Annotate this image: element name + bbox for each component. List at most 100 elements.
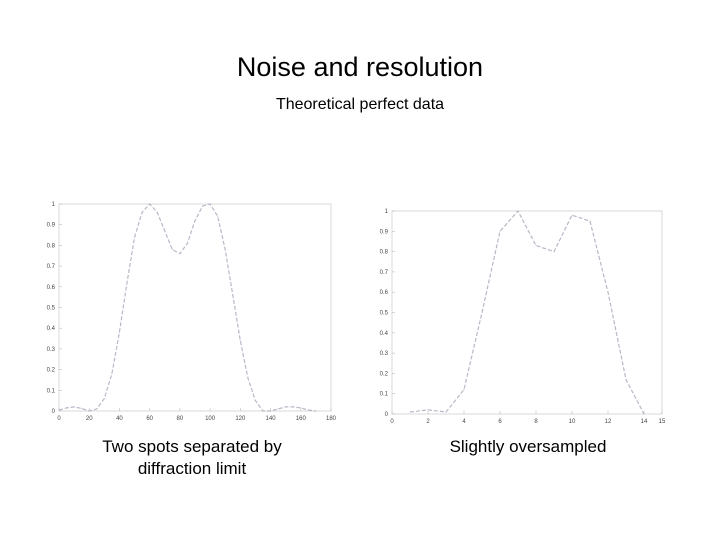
y-tick-label: 0.8 [47,243,56,249]
x-tick-label: 6 [498,419,502,425]
chart-two-spots: 0 0.1 0.2 0.3 0.4 0.5 0.6 0.7 0.8 0.9 1 0 20 40 60 80 10… [47,202,337,422]
x-tick-label: 80 [177,416,184,422]
data-point [118,331,120,333]
y-tick-label: 0.4 [380,331,389,337]
data-point [149,203,151,205]
data-point [224,248,226,251]
plot-frame [58,203,332,412]
y-tick-label: 0.9 [47,223,56,229]
data-point [171,248,173,251]
data-point [156,211,158,213]
chart-oversampled: 00.10.20.30.40.50.60.70.80.910 2 4 6 8 10 12 14… [380,209,666,425]
y-tick-label: 0.1 [380,392,389,398]
x-tick-label: 140 [266,416,277,422]
data-point [179,253,181,255]
data-point [73,406,75,408]
data-point [589,220,591,222]
data-point [277,408,279,410]
x-tick-label: 10 [569,419,576,425]
x-tick-label: 120 [235,416,246,422]
data-point [292,406,294,408]
x-tick-label: 12 [605,419,612,425]
y-tick-label: 0.4 [47,326,56,332]
data-point [262,410,264,412]
x-tick-label: 100 [205,416,216,422]
data-point [625,378,627,381]
data-point [517,210,519,212]
y-tick-label: 0.5 [47,306,56,312]
x-tick-label: 40 [116,416,123,422]
x-tick-label: 15 [659,419,666,425]
y-tick-label: 0.2 [380,371,389,377]
data-point [553,251,555,253]
y-tick-label: 0.5 [380,311,389,317]
data-point [463,389,465,391]
data-point [571,214,573,216]
x-tick-label: 0 [57,416,61,422]
data-point [134,236,136,238]
plot-frame [391,210,663,415]
data-point [427,409,429,411]
y-tick-label: 1 [52,202,56,208]
data-point [445,411,447,413]
y-tick-label: 0 [52,409,56,415]
series-line [58,203,316,412]
data-point [315,410,317,412]
y-tick-label: 0.7 [380,270,389,276]
x-tick-label: 0 [390,419,394,425]
data-point [186,242,188,244]
x-tick-label: 4 [462,419,466,425]
data-point [164,230,166,232]
data-point [126,282,128,284]
data-point [96,408,98,410]
data-point [58,409,60,411]
data-point [81,407,83,410]
slide-title: Noise and resolution [236,52,484,82]
caption-two-spots: Two spots separated by diffraction limit [102,437,282,478]
data-point [209,203,211,205]
y-tick-label: 1 [385,209,389,215]
y-tick-label: 0.2 [47,368,56,374]
data-point [103,398,105,400]
data-point [232,294,234,296]
data-point [88,410,90,412]
y-tick-label: 0.6 [380,290,389,296]
y-tick-label: 0.9 [380,229,389,235]
data-point [217,215,219,217]
data-point [307,409,309,411]
y-tick-label: 0.6 [47,285,56,291]
x-tick-label: 2 [426,419,430,425]
data-point [499,230,501,232]
y-tick-label: 0.3 [47,347,56,353]
series-line [409,209,645,415]
data-point [254,400,256,402]
y-tick-label: 0.1 [47,388,56,394]
caption-oversampled: Slightly oversampled [449,437,607,456]
data-point [300,407,302,409]
y-tick-label: 0.8 [380,250,389,256]
data-point [141,211,143,213]
x-tick-label: 60 [146,416,153,422]
data-point [481,311,483,314]
data-point [285,406,287,408]
data-point [194,220,196,222]
data-point [111,373,113,375]
y-tick-label: 0 [385,412,389,418]
data-point [247,377,249,379]
data-point [409,411,411,413]
data-point [535,244,537,247]
x-tick-label: 180 [326,416,337,422]
y-tick-label: 0.3 [380,351,389,357]
data-point [202,205,204,207]
data-point [607,291,609,293]
data-point [643,413,645,415]
x-tick-label: 20 [86,416,93,422]
x-tick-label: 14 [641,419,648,425]
data-point [270,410,272,412]
data-point [239,340,241,342]
x-tick-label: 8 [534,419,538,425]
x-tick-label: 160 [296,416,307,422]
slide-subtitle: Theoretical perfect data [275,96,445,113]
data-point [66,407,68,409]
